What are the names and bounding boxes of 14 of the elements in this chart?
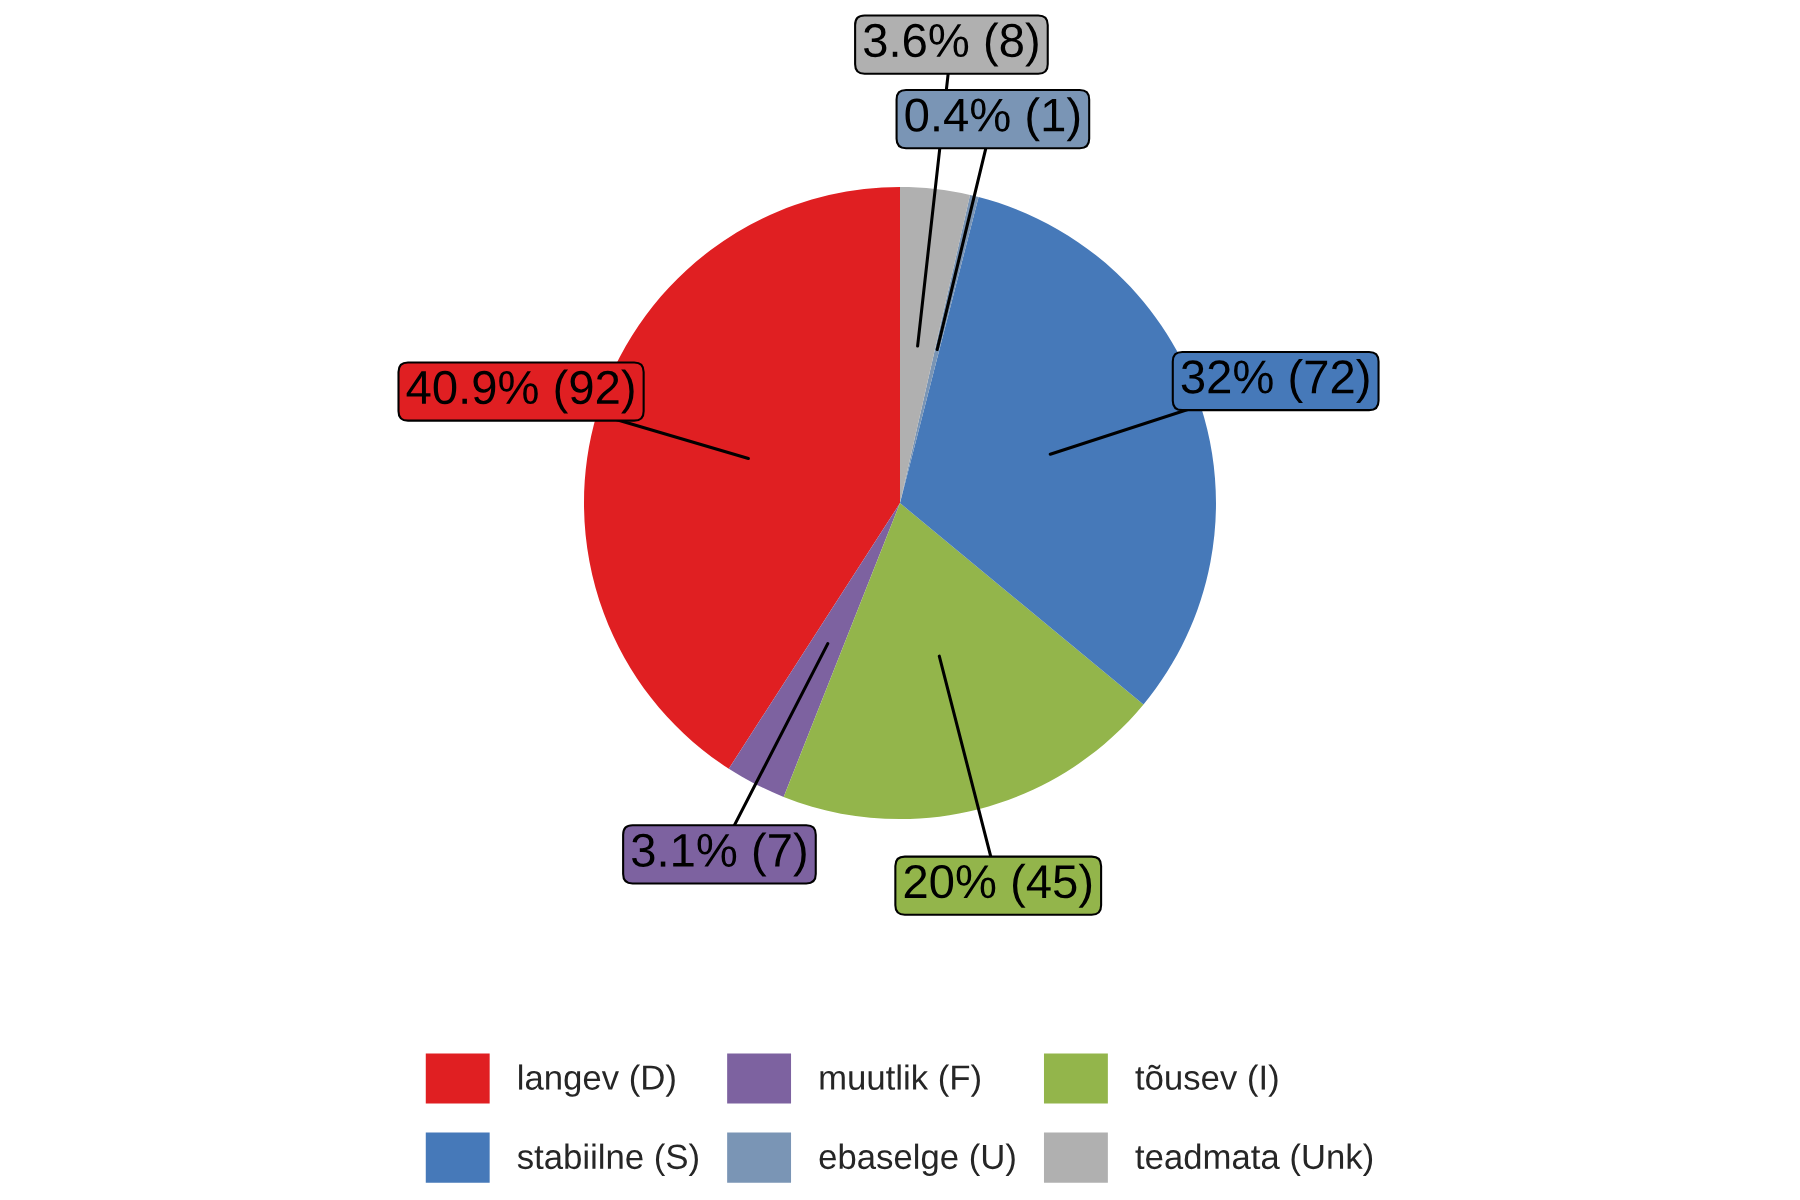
data-label: 0.4% (1) (905, 97, 1080, 142)
data-label: 40.9% (92) (406, 369, 634, 414)
legend-label: muutlik (F) (820, 1064, 980, 1097)
legend-label: ebaselge (U) (819, 1143, 1015, 1176)
data-label: 32% (72) (1181, 359, 1369, 404)
pie-slice (728, 503, 900, 797)
legend-label: tõusev (I) (1135, 1064, 1278, 1097)
legend-label: langev (D) (519, 1064, 675, 1097)
data-label: 20% (45) (904, 863, 1092, 908)
legend-label: stabiilne (S) (517, 1143, 698, 1176)
data-label: 3.6% (8) (864, 22, 1038, 67)
pie-slice (783, 503, 1144, 820)
data-label: 3.1% (7) (632, 832, 806, 877)
legend-label: teadmata (Unk) (1135, 1143, 1373, 1176)
